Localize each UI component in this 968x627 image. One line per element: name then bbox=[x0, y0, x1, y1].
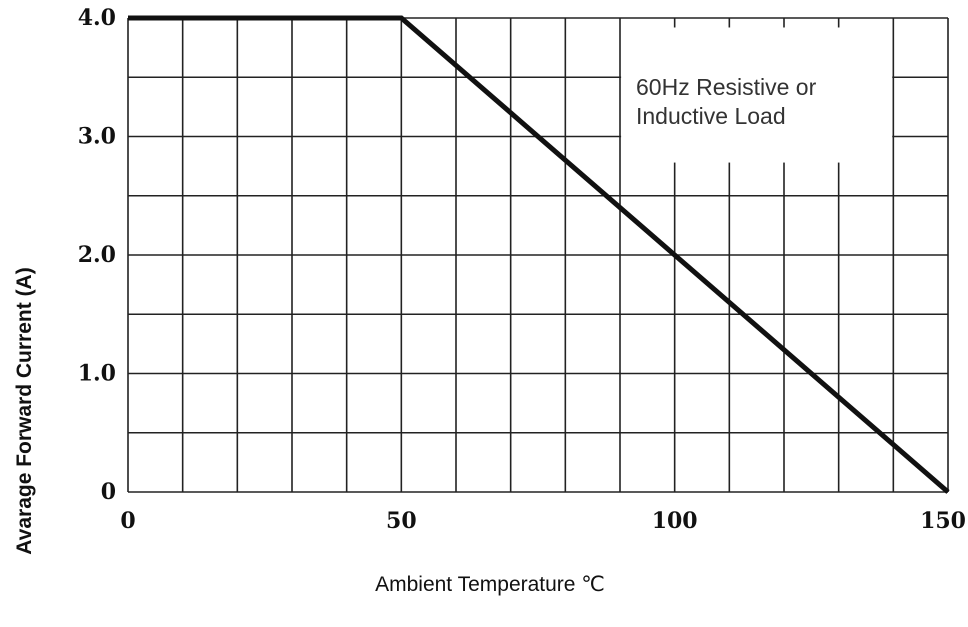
y-tick-label-3: 3.0 bbox=[78, 124, 116, 150]
x-tick-label-1: 50 bbox=[386, 508, 417, 534]
x-tick-label-2: 100 bbox=[652, 508, 698, 534]
x-tick-labels: 0 50 100 150 bbox=[120, 508, 966, 534]
annotation-background bbox=[621, 27, 893, 163]
y-tick-labels: 0 1.0 2.0 3.0 4.0 bbox=[78, 5, 116, 505]
series-line-0 bbox=[128, 15, 950, 494]
annotation-line-2: Inductive Load bbox=[636, 103, 786, 129]
y-tick-label-0: 0 bbox=[101, 479, 116, 505]
y-tick-label-4: 4.0 bbox=[78, 5, 116, 31]
x-tick-label-0: 0 bbox=[120, 508, 135, 534]
y-axis-title: Avarage Forward Current (A) bbox=[13, 267, 36, 554]
annotation-line-1: 60Hz Resistive or bbox=[636, 74, 817, 100]
y-tick-label-1: 1.0 bbox=[78, 361, 116, 387]
x-tick-label-3: 150 bbox=[920, 508, 966, 534]
y-tick-label-2: 2.0 bbox=[78, 242, 116, 268]
series-layer bbox=[128, 15, 950, 494]
x-axis-title: Ambient Temperature ℃ bbox=[375, 573, 605, 596]
